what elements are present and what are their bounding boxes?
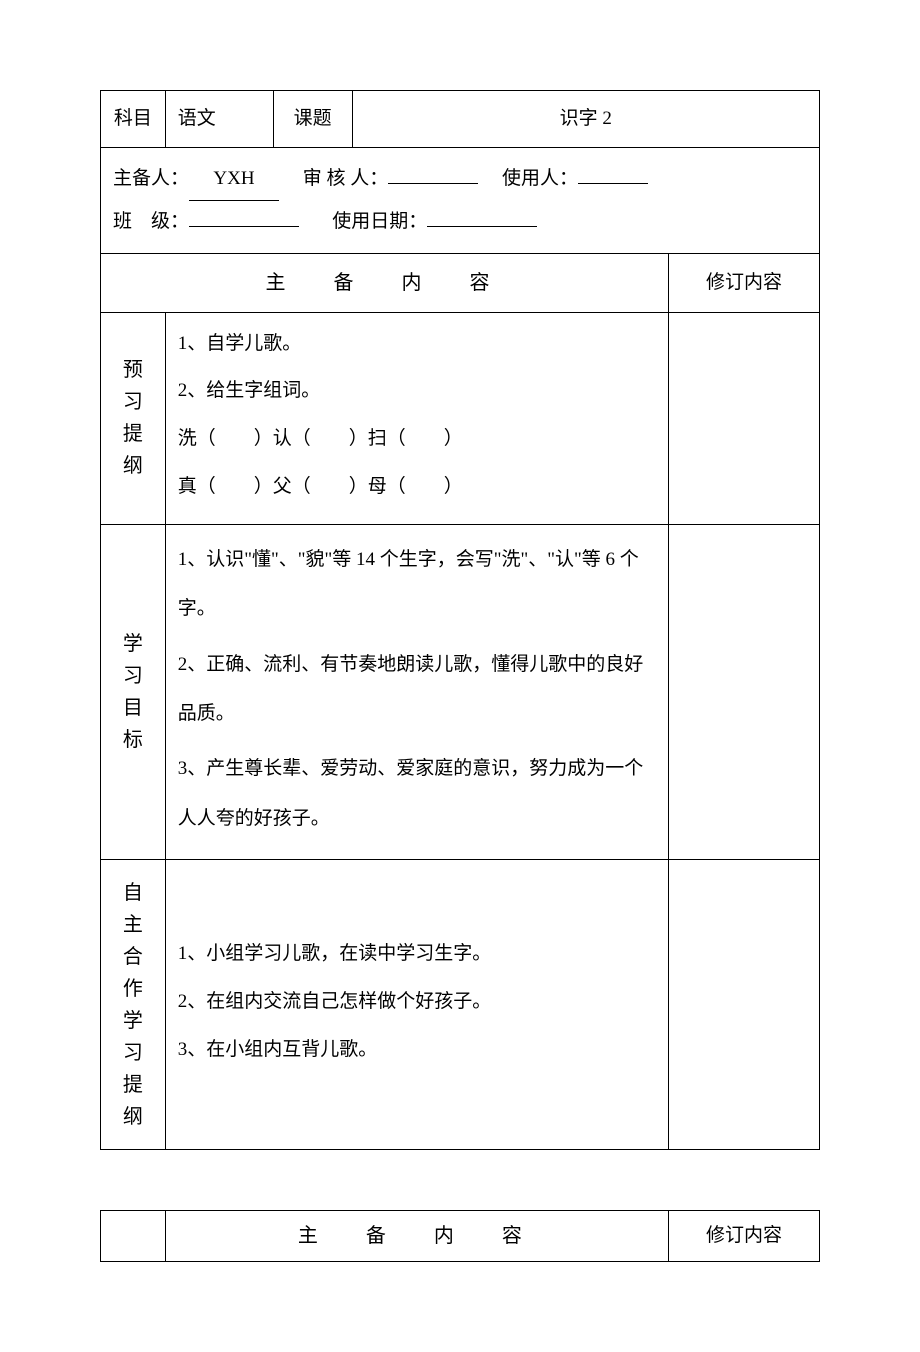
- column-headings-row: 主 备 内 容 修订内容: [101, 253, 820, 312]
- subject-label: 科目: [101, 91, 166, 148]
- class-label: 班 级：: [113, 211, 189, 232]
- date-label: 使用日期：: [332, 211, 427, 232]
- preparer-value: YXH: [189, 158, 279, 201]
- reviewer-label: 审 核 人：: [303, 168, 389, 189]
- preparer-label: 主备人：: [113, 168, 189, 189]
- footer-main-heading: 主 备 内 容: [165, 1211, 668, 1262]
- section-content-goals: 1、认识"懂"、"貌"等 14 个生字，会写"洗"、"认"等 6 个字。 2、正…: [165, 524, 668, 859]
- user-label: 使用人：: [502, 168, 578, 189]
- header-row: 科目 语文 课题 识字 2: [101, 91, 820, 148]
- footer-revision-heading: 修订内容: [669, 1211, 820, 1262]
- main-content-heading: 主 备 内 容: [101, 253, 669, 312]
- lesson-plan-table: 科目 语文 课题 识字 2 主备人：YXH 审 核 人： 使用人： 班 级： 使…: [100, 90, 820, 1150]
- section-label-coop: 自 主 合 作 学 习 提 纲: [101, 860, 166, 1150]
- revision-heading: 修订内容: [668, 253, 819, 312]
- section-row-goals: 学 习 目 标 1、认识"懂"、"貌"等 14 个生字，会写"洗"、"认"等 6…: [101, 524, 820, 859]
- table-gap: [100, 1150, 820, 1210]
- info-cell: 主备人：YXH 审 核 人： 使用人： 班 级： 使用日期：: [101, 148, 820, 254]
- class-value: [189, 226, 299, 227]
- section-revision-coop: [668, 860, 819, 1150]
- date-value: [427, 226, 537, 227]
- section-revision-preview: [668, 312, 819, 524]
- info-row: 主备人：YXH 审 核 人： 使用人： 班 级： 使用日期：: [101, 148, 820, 254]
- section-content-preview: 1、自学儿歌。 2、给生字组词。 洗（ ）认（ ）扫（ ） 真（ ）父（ ）母（…: [165, 312, 668, 524]
- footer-heading-row: 主 备 内 容 修订内容: [101, 1211, 820, 1262]
- topic-value: 识字 2: [352, 91, 819, 148]
- user-value: [578, 183, 648, 184]
- subject-value: 语文: [165, 91, 273, 148]
- section-revision-goals: [668, 524, 819, 859]
- topic-label: 课题: [273, 91, 352, 148]
- footer-left-empty: [101, 1211, 166, 1262]
- footer-table: 主 备 内 容 修订内容: [100, 1210, 820, 1262]
- section-label-preview: 预 习 提 纲: [101, 312, 166, 524]
- section-content-coop: 1、小组学习儿歌，在读中学习生字。 2、在组内交流自己怎样做个好孩子。 3、在小…: [165, 860, 668, 1150]
- section-label-goals: 学 习 目 标: [101, 524, 166, 859]
- reviewer-value: [388, 183, 478, 184]
- section-row-coop: 自 主 合 作 学 习 提 纲 1、小组学习儿歌，在读中学习生字。 2、在组内交…: [101, 860, 820, 1150]
- section-row-preview: 预 习 提 纲 1、自学儿歌。 2、给生字组词。 洗（ ）认（ ）扫（ ） 真（…: [101, 312, 820, 524]
